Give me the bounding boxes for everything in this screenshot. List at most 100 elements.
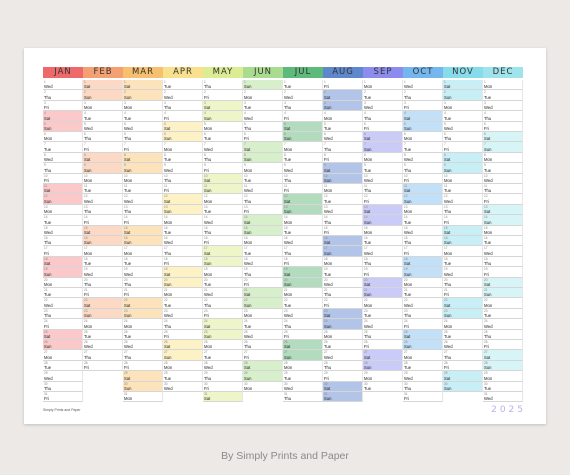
weekday-label: Fri [44, 105, 49, 111]
day-cell: 11 Sun [203, 184, 243, 195]
weekday-label: Fri [84, 146, 89, 152]
day-cell: 18 Mon [323, 256, 363, 268]
weekday-label: Mon [124, 250, 133, 256]
weekday-label: Thu [284, 250, 292, 256]
day-number: 30 [284, 381, 288, 386]
day-cell: 16 Tue [363, 236, 403, 247]
day-number: 13 [44, 204, 48, 209]
weekday-label: Thu [404, 94, 412, 100]
day-number: 17 [444, 246, 448, 251]
weekday-label: Thu [484, 261, 492, 267]
day-cell: 17 Thu [283, 246, 323, 257]
day-cell: 13 Tue [203, 204, 243, 216]
day-number: 12 [244, 194, 248, 199]
day-cell: 12 Mon [203, 194, 243, 205]
day-cell: 21 Fri [443, 288, 483, 299]
day-number: 1 [44, 80, 46, 84]
day-number: 9 [124, 163, 126, 168]
day-number: 1 [124, 80, 126, 84]
day-number: 13 [284, 204, 288, 209]
day-cell: 30 Fri [203, 381, 243, 392]
day-number: 14 [124, 215, 128, 220]
day-cell: 5 Thu [243, 121, 283, 132]
day-cell: 20 Sat [483, 277, 523, 288]
day-number: 15 [164, 225, 168, 230]
day-number: 4 [84, 111, 86, 116]
day-cell: 5 Sun [43, 121, 83, 132]
day-cell: 12 Fri [363, 194, 403, 205]
weekday-label: Mon [324, 115, 333, 121]
weekday-label: Wed [364, 177, 373, 183]
day-number: 14 [444, 215, 448, 220]
day-cell: 1 Wed [403, 80, 443, 91]
weekday-label: Fri [164, 261, 169, 267]
weekday-label: Wed [484, 105, 493, 111]
weekday-label: Thu [404, 385, 412, 391]
day-number: 30 [324, 381, 328, 386]
day-number: 16 [124, 236, 128, 240]
weekday-label: Sat [164, 198, 171, 204]
day-cell: 2 Sun [443, 90, 483, 101]
weekday-label: Thu [244, 344, 252, 350]
day-cell: 21 Mon [163, 288, 203, 299]
weekday-label: Fri [444, 365, 449, 371]
day-number: 29 [44, 371, 48, 376]
weekday-label: Fri [404, 323, 409, 329]
day-number: 6 [244, 132, 246, 136]
day-cell: 30 Mon [243, 381, 283, 392]
day-cell: 25 Wed [243, 329, 283, 340]
day-cell: 10 Sat [203, 173, 243, 184]
day-number: 26 [284, 340, 288, 344]
day-number: 11 [124, 184, 128, 188]
day-number: 16 [364, 236, 368, 240]
day-number: 8 [84, 152, 86, 157]
day-number: 12 [404, 194, 408, 199]
day-number: 9 [204, 163, 206, 168]
weekday-label: Fri [404, 105, 409, 111]
day-cell: 30 Tue [363, 381, 403, 392]
day-cell: 28 Fri [443, 360, 483, 372]
day-number: 10 [364, 173, 368, 178]
day-cell: 6 Fri [243, 132, 283, 143]
day-cell: 15 Sat [123, 225, 163, 236]
weekday-label: Fri [284, 188, 289, 194]
day-number: 27 [84, 350, 88, 355]
day-cell: 22 Thu [203, 298, 243, 309]
day-cell: 23 Wed [283, 308, 323, 320]
weekday-label: Thu [204, 84, 212, 90]
weekday-label: Sat [444, 229, 451, 235]
month-header-apr: APR [163, 67, 203, 78]
weekday-label: Tue [444, 115, 452, 121]
day-cell: 3 Fri [43, 100, 83, 112]
day-cell: 6 Thu [83, 132, 123, 143]
day-cell: 31 Sat [203, 392, 243, 403]
day-cell: 14 Fri [123, 215, 163, 226]
day-cell: 8 Sat [443, 152, 483, 164]
weekday-label: Tue [84, 115, 92, 121]
day-cell: 24 Tue [243, 319, 283, 330]
day-cell: 6 Mon [403, 132, 443, 143]
day-cell: 5 Wed [83, 121, 123, 132]
weekday-label: Tue [44, 219, 52, 225]
day-cell: 13 Sun [283, 204, 323, 216]
day-number: 1 [324, 80, 326, 84]
weekday-label: Tue [244, 250, 252, 256]
weekday-label: Fri [124, 146, 129, 152]
day-number: 19 [244, 267, 248, 272]
day-cell: 29 Thu [203, 371, 243, 382]
day-number: 4 [404, 111, 406, 116]
day-cell: 2 Tue [483, 90, 523, 101]
day-cell: 27 Wed [323, 350, 363, 361]
day-cell: 27 Tue [203, 350, 243, 361]
day-cell: 11 Thu [483, 184, 523, 195]
day-cell: 30 Tue [483, 381, 523, 392]
weekday-label: Sat [364, 281, 371, 287]
day-cell: 29 Wed [403, 371, 443, 382]
day-number: 12 [364, 194, 368, 199]
day-cell: 22 Fri [323, 298, 363, 309]
day-cell: 14 Sat [243, 215, 283, 226]
day-number: 22 [404, 298, 408, 303]
day-number: 6 [284, 132, 286, 136]
day-number: 30 [204, 381, 208, 386]
weekday-label: Wed [44, 84, 53, 90]
